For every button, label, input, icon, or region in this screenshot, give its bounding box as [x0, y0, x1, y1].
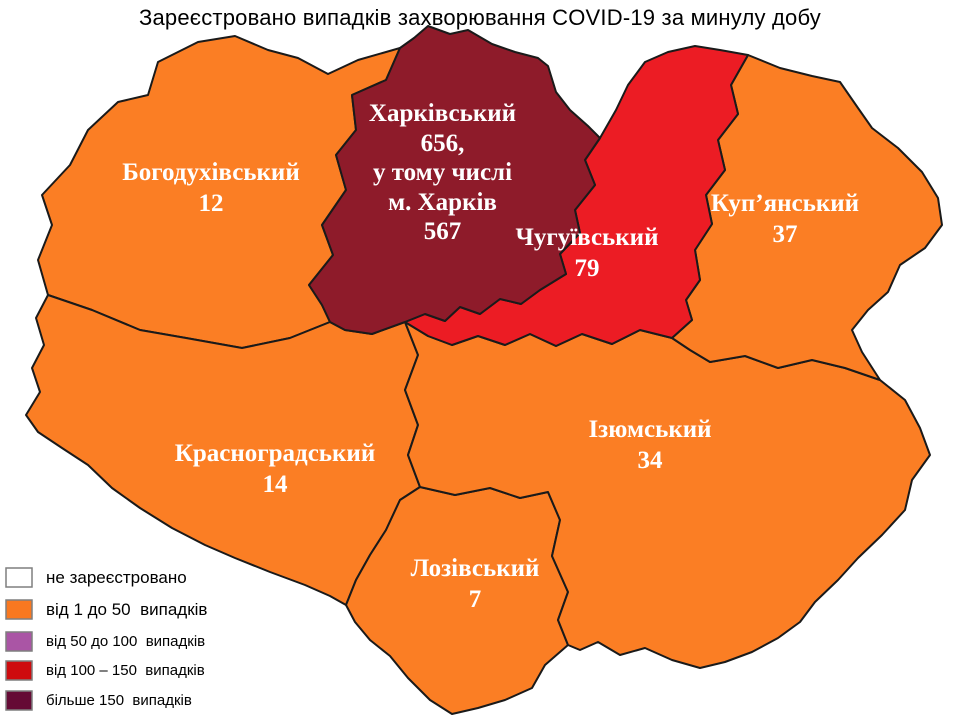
legend-swatch-50-100-icon: [5, 631, 33, 652]
legend-swatch-none-icon: [5, 567, 33, 588]
legend-label: більше 150 випадків: [46, 692, 192, 709]
legend-swatch-100-150-icon: [5, 660, 33, 681]
legend-swatch-over-150-icon: [5, 690, 33, 711]
legend-label: не зареєстровано: [46, 567, 187, 587]
legend-swatch-1-50-icon: [5, 599, 33, 620]
legend-label: від 100 – 150 випадків: [46, 662, 205, 679]
legend-row: від 1 до 50 випадків: [5, 599, 207, 620]
legend-label: від 50 до 100 випадків: [46, 633, 206, 650]
legend-row: від 50 до 100 випадків: [5, 631, 205, 652]
legend-row: від 100 – 150 випадків: [5, 660, 205, 681]
region-kharkivskyi-shape: [308, 25, 601, 335]
legend-row: не зареєстровано: [5, 567, 187, 588]
page-title: Зареєстровано випадків захворювання COVI…: [139, 5, 821, 30]
legend-label: від 1 до 50 випадків: [46, 599, 208, 619]
legend-row: більше 150 випадків: [5, 690, 192, 711]
